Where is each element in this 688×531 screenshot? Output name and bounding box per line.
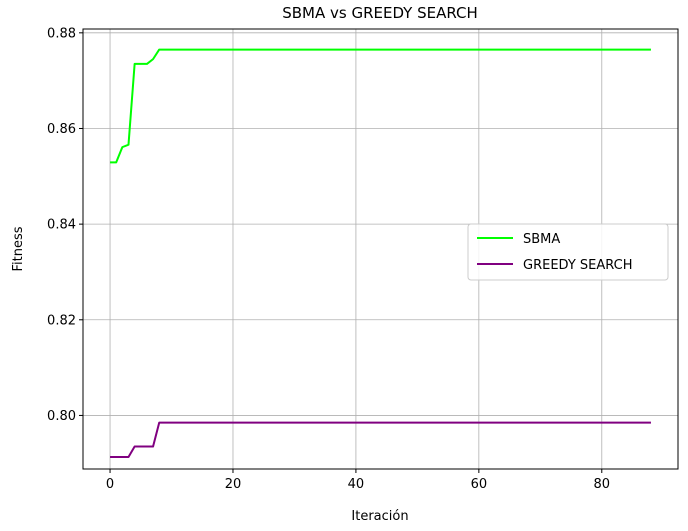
series-line-sbma: [110, 48, 651, 164]
x-tick-label: 20: [225, 477, 242, 492]
y-tick-label: 0.82: [47, 313, 76, 328]
x-axis-label: Iteración: [351, 509, 408, 524]
legend-label-greedy-search: GREEDY SEARCH: [523, 258, 633, 273]
y-tick-label: 0.86: [47, 122, 76, 137]
y-tick-label: 0.80: [47, 409, 76, 424]
series-line-greedy-search: [110, 421, 651, 459]
y-axis-label: Fitness: [11, 226, 26, 271]
legend-label-sbma: SBMA: [523, 232, 560, 247]
x-tick-label: 60: [471, 477, 488, 492]
plot-series: [110, 48, 651, 459]
y-tick-label: 0.88: [47, 26, 76, 41]
y-tick-label: 0.84: [47, 218, 76, 233]
plot-area-frame: [82, 28, 679, 470]
x-tick-label: 0: [106, 477, 114, 492]
legend: SBMA GREEDY SEARCH: [467, 223, 669, 281]
x-tick-label: 40: [348, 477, 365, 492]
x-axis-ticks: 0 20 40 60 80: [106, 469, 610, 492]
y-axis-ticks: 0.80 0.82 0.84 0.86 0.88: [47, 26, 83, 424]
legend-box: [467, 223, 669, 281]
grid: [83, 29, 678, 469]
chart-title: SBMA vs GREEDY SEARCH: [282, 4, 478, 22]
x-tick-label: 80: [594, 477, 611, 492]
